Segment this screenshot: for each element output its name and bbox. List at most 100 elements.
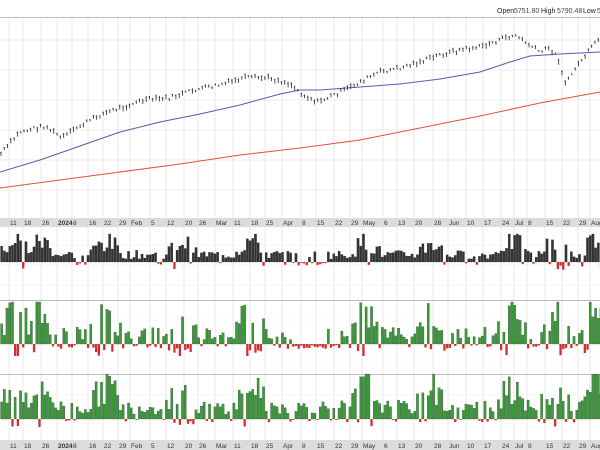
histogram-bar-down xyxy=(178,419,181,425)
histogram-bar-up xyxy=(505,248,508,263)
histogram-bar-up xyxy=(130,407,133,420)
histogram-bar-down xyxy=(556,262,559,270)
histogram-bar-down xyxy=(132,344,136,347)
histogram-bar-up xyxy=(373,326,376,345)
histogram-bar-up xyxy=(543,324,546,345)
histogram-bar-down xyxy=(459,419,462,420)
histogram-bar-up xyxy=(408,409,411,420)
histogram-bar-up xyxy=(62,405,65,420)
histogram-bar-down xyxy=(59,344,63,349)
histogram-bar-up xyxy=(227,256,230,263)
histogram-bar-up xyxy=(383,329,387,345)
histogram-bar-up xyxy=(259,252,263,263)
histogram-bar-up xyxy=(518,320,522,345)
histogram-bar-up xyxy=(410,336,414,345)
histogram-bar-up xyxy=(508,233,511,263)
histogram-bar-up xyxy=(486,258,489,263)
histogram-bar-up xyxy=(232,402,236,420)
histogram-bar-up xyxy=(319,406,322,420)
histogram-bar-down xyxy=(356,419,360,423)
histogram-bar-up xyxy=(70,252,74,263)
histogram-bar-down xyxy=(302,262,306,264)
histogram-bar-up xyxy=(13,397,17,420)
histogram-bar-up xyxy=(57,255,60,263)
histogram-bar-up xyxy=(43,394,47,420)
histogram-bar-up xyxy=(572,336,576,345)
low-value: 5 xyxy=(597,8,600,15)
x-tick-label: 29 xyxy=(351,220,359,227)
histogram-bar-down xyxy=(319,344,322,347)
histogram-bar-up xyxy=(451,257,454,263)
x-tick-label: 22 xyxy=(335,443,343,450)
histogram-bar-up xyxy=(229,337,233,345)
histogram-bar-up xyxy=(48,397,52,420)
histogram-bar-down xyxy=(267,419,271,423)
histogram-bar-up xyxy=(251,389,255,420)
histogram-bar-up xyxy=(13,243,17,263)
histogram-bar-down xyxy=(537,419,541,422)
x-tick-label: 8 xyxy=(302,220,306,227)
histogram-bar-up xyxy=(386,252,390,263)
histogram-bar-down xyxy=(537,344,541,346)
histogram-bar-up xyxy=(165,399,168,420)
histogram-bar-up xyxy=(5,252,9,263)
histogram-bar-up xyxy=(167,246,171,263)
histogram-bar-up xyxy=(8,390,12,420)
x-tick-label: 15 xyxy=(317,443,325,450)
histogram-bar-up xyxy=(588,235,592,263)
histogram-bar-down xyxy=(122,344,125,349)
x-tick-label: Feb xyxy=(131,443,143,450)
histogram-bar-up xyxy=(445,254,449,263)
histogram-bar-up xyxy=(391,252,395,263)
histogram-bar-up xyxy=(138,336,141,345)
histogram-bar-up xyxy=(273,252,276,263)
histogram-bar-down xyxy=(346,419,349,423)
histogram-bar-down xyxy=(321,344,325,348)
histogram-bar-up xyxy=(108,310,111,345)
histogram-bar-up xyxy=(464,328,468,345)
histogram-bar-up xyxy=(32,395,36,420)
histogram-bar-up xyxy=(499,250,503,263)
histogram-bar-up xyxy=(289,252,292,263)
histogram-bar-up xyxy=(113,380,117,420)
histogram-bar-up xyxy=(534,257,538,263)
histogram-bar-up xyxy=(281,332,284,345)
histogram-bar-up xyxy=(578,333,581,345)
histogram-bar-up xyxy=(521,398,524,420)
histogram-bar-up xyxy=(597,318,600,345)
x-tick-label: May xyxy=(363,220,376,227)
histogram-bar-up xyxy=(451,405,454,420)
x-tick-label: 11 xyxy=(234,443,241,450)
histogram-bar-up xyxy=(435,405,438,420)
histogram-bar-up xyxy=(40,247,44,263)
histogram-bar-down xyxy=(216,344,219,347)
histogram-bar-up xyxy=(448,256,452,263)
histogram-bar-up xyxy=(148,254,152,263)
histogram-bar-up xyxy=(402,336,406,345)
histogram-bar-up xyxy=(502,332,506,345)
histogram-bar-up xyxy=(513,305,516,345)
histogram-bar-up xyxy=(597,374,600,420)
histogram-bar-up xyxy=(456,329,460,345)
histogram-bar-up xyxy=(540,394,543,420)
histogram-bar-up xyxy=(443,410,446,420)
histogram-bar-down xyxy=(22,344,25,348)
histogram-bar-up xyxy=(119,253,122,263)
histogram-bar-up xyxy=(391,327,395,345)
histogram-bar-up xyxy=(116,335,119,345)
histogram-bar-up xyxy=(481,253,484,263)
histogram-bar-down xyxy=(486,344,489,347)
histogram-bar-up xyxy=(397,400,400,420)
histogram-bar-up xyxy=(343,255,346,263)
x-tick-label: 6 xyxy=(384,220,388,227)
histogram-bar-up xyxy=(148,407,152,420)
histogram-bar-down xyxy=(319,262,322,265)
histogram-bar-up xyxy=(238,323,241,345)
histogram-bar-up xyxy=(67,252,71,263)
histogram-bar-up xyxy=(262,318,265,345)
histogram-bar-down xyxy=(68,344,71,347)
histogram-bar-up xyxy=(551,398,554,420)
histogram-bar-down xyxy=(273,344,276,346)
histogram-bar-down xyxy=(173,344,176,353)
histogram-bar-down xyxy=(246,344,249,356)
